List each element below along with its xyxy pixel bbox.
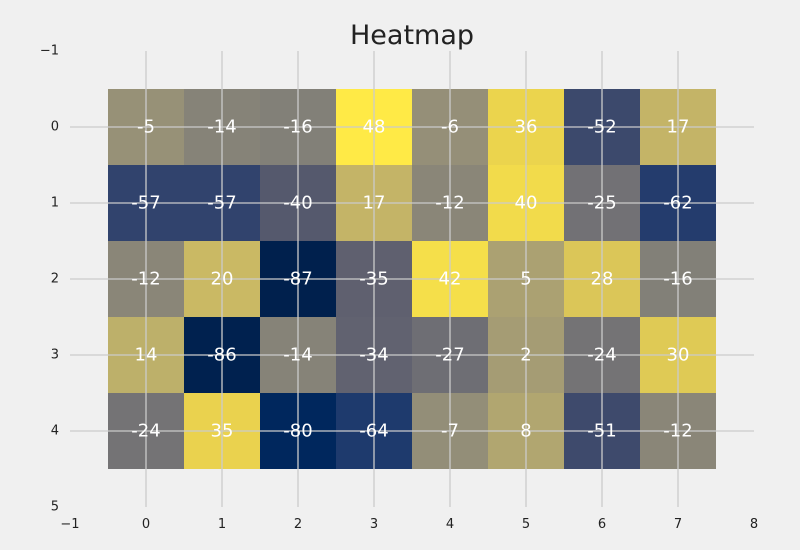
cell-value-label: -12 xyxy=(131,269,160,290)
cell-value-label: 14 xyxy=(135,345,158,366)
chart-title: Heatmap xyxy=(350,20,474,51)
y-tick-label: −1 xyxy=(40,44,59,59)
cell-value-label: -64 xyxy=(359,421,388,442)
cell-value-label: 2 xyxy=(520,345,531,366)
cell-value-label: 42 xyxy=(439,269,462,290)
cell-value-label: -16 xyxy=(283,117,312,138)
cell-value-label: 48 xyxy=(363,117,386,138)
cell-value-label: -25 xyxy=(587,193,616,214)
x-tick-label: 8 xyxy=(750,517,758,532)
cell-value-label: 5 xyxy=(520,269,531,290)
cell-value-label: -27 xyxy=(435,345,464,366)
cell-value-label: -5 xyxy=(137,117,155,138)
y-tick-label: 2 xyxy=(51,272,59,287)
cell-value-label: -14 xyxy=(207,117,236,138)
y-tick-label: 0 xyxy=(51,120,59,135)
x-tick-label: 5 xyxy=(522,517,530,532)
cell-value-label: -80 xyxy=(283,421,312,442)
cell-value-label: 8 xyxy=(520,421,531,442)
cell-value-label: -12 xyxy=(435,193,464,214)
x-tick-label: 2 xyxy=(294,517,302,532)
cell-value-label: -16 xyxy=(663,269,692,290)
cell-value-label: -57 xyxy=(207,193,236,214)
cell-value-label: -35 xyxy=(359,269,388,290)
cell-value-label: 36 xyxy=(515,117,538,138)
cell-value-label: -51 xyxy=(587,421,616,442)
x-axis-tick-labels: −1 0 1 2 3 4 5 6 7 8 xyxy=(60,517,758,532)
grid-lines xyxy=(70,51,754,507)
cell-value-label: 28 xyxy=(591,269,614,290)
y-tick-label: 3 xyxy=(51,348,59,363)
cell-value-label: -7 xyxy=(441,421,459,442)
y-tick-label: 5 xyxy=(51,500,59,515)
x-tick-label: 3 xyxy=(370,517,378,532)
cell-value-label: -40 xyxy=(283,193,312,214)
cell-value-label: 30 xyxy=(667,345,690,366)
cell-value-label: 17 xyxy=(363,193,386,214)
cell-value-label: -57 xyxy=(131,193,160,214)
cell-value-label: -24 xyxy=(131,421,160,442)
cell-value-label: -52 xyxy=(587,117,616,138)
x-tick-label: 6 xyxy=(598,517,606,532)
x-tick-label: 0 xyxy=(142,517,150,532)
cell-value-label: -12 xyxy=(663,421,692,442)
x-tick-label: 1 xyxy=(218,517,226,532)
y-tick-label: 4 xyxy=(51,424,59,439)
x-tick-label: −1 xyxy=(60,517,79,532)
cell-value-label: -87 xyxy=(283,269,312,290)
cell-value-label: 35 xyxy=(211,421,234,442)
x-tick-label: 4 xyxy=(446,517,454,532)
cell-value-label: -34 xyxy=(359,345,388,366)
cell-value-label: 20 xyxy=(211,269,234,290)
cell-value-label: 17 xyxy=(667,117,690,138)
cell-value-label: -62 xyxy=(663,193,692,214)
x-tick-label: 7 xyxy=(674,517,682,532)
cell-value-label: -14 xyxy=(283,345,312,366)
cell-value-label: -6 xyxy=(441,117,459,138)
y-tick-label: 1 xyxy=(51,196,59,211)
cell-value-label: -86 xyxy=(207,345,236,366)
cell-value-label: 40 xyxy=(515,193,538,214)
cell-value-labels: -5 -14 -16 48 -6 36 -52 17 -57 -57 -40 17 -12 40 -25 -6… xyxy=(131,117,692,442)
y-axis-tick-labels: −1 0 1 2 3 4 5 xyxy=(40,44,59,515)
cell-value-label: -24 xyxy=(587,345,616,366)
